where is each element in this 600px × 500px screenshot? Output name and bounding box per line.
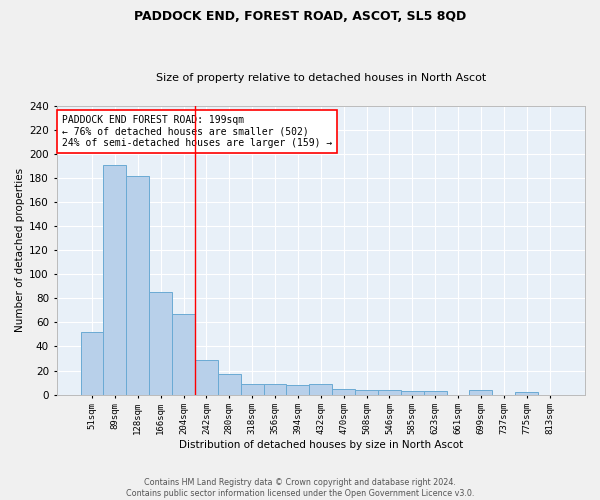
Bar (310, 384, 332, 394)
Bar (103, 165, 127, 394)
Text: PADDOCK END FOREST ROAD: 199sqm
← 76% of detached houses are smaller (502)
24% o: PADDOCK END FOREST ROAD: 199sqm ← 76% of… (62, 114, 332, 148)
Bar (149, 292, 172, 394)
Bar (515, 392, 538, 394)
Text: PADDOCK END, FOREST ROAD, ASCOT, SL5 8QD: PADDOCK END, FOREST ROAD, ASCOT, SL5 8QD (134, 10, 466, 23)
Bar (195, 360, 218, 394)
Bar (263, 384, 286, 394)
Bar (172, 314, 195, 394)
Y-axis label: Number of detached properties: Number of detached properties (15, 168, 25, 332)
Bar (218, 374, 241, 394)
X-axis label: Distribution of detached houses by size in North Ascot: Distribution of detached houses by size … (179, 440, 463, 450)
Bar (241, 384, 263, 394)
Bar (286, 385, 310, 394)
Bar (401, 391, 424, 394)
Bar (80, 332, 103, 394)
Bar (355, 390, 378, 394)
Bar (424, 391, 446, 394)
Title: Size of property relative to detached houses in North Ascot: Size of property relative to detached ho… (155, 73, 486, 83)
Text: Contains HM Land Registry data © Crown copyright and database right 2024.
Contai: Contains HM Land Registry data © Crown c… (126, 478, 474, 498)
Bar (127, 176, 149, 394)
Bar (378, 390, 401, 394)
Bar (469, 390, 493, 394)
Bar (332, 388, 355, 394)
